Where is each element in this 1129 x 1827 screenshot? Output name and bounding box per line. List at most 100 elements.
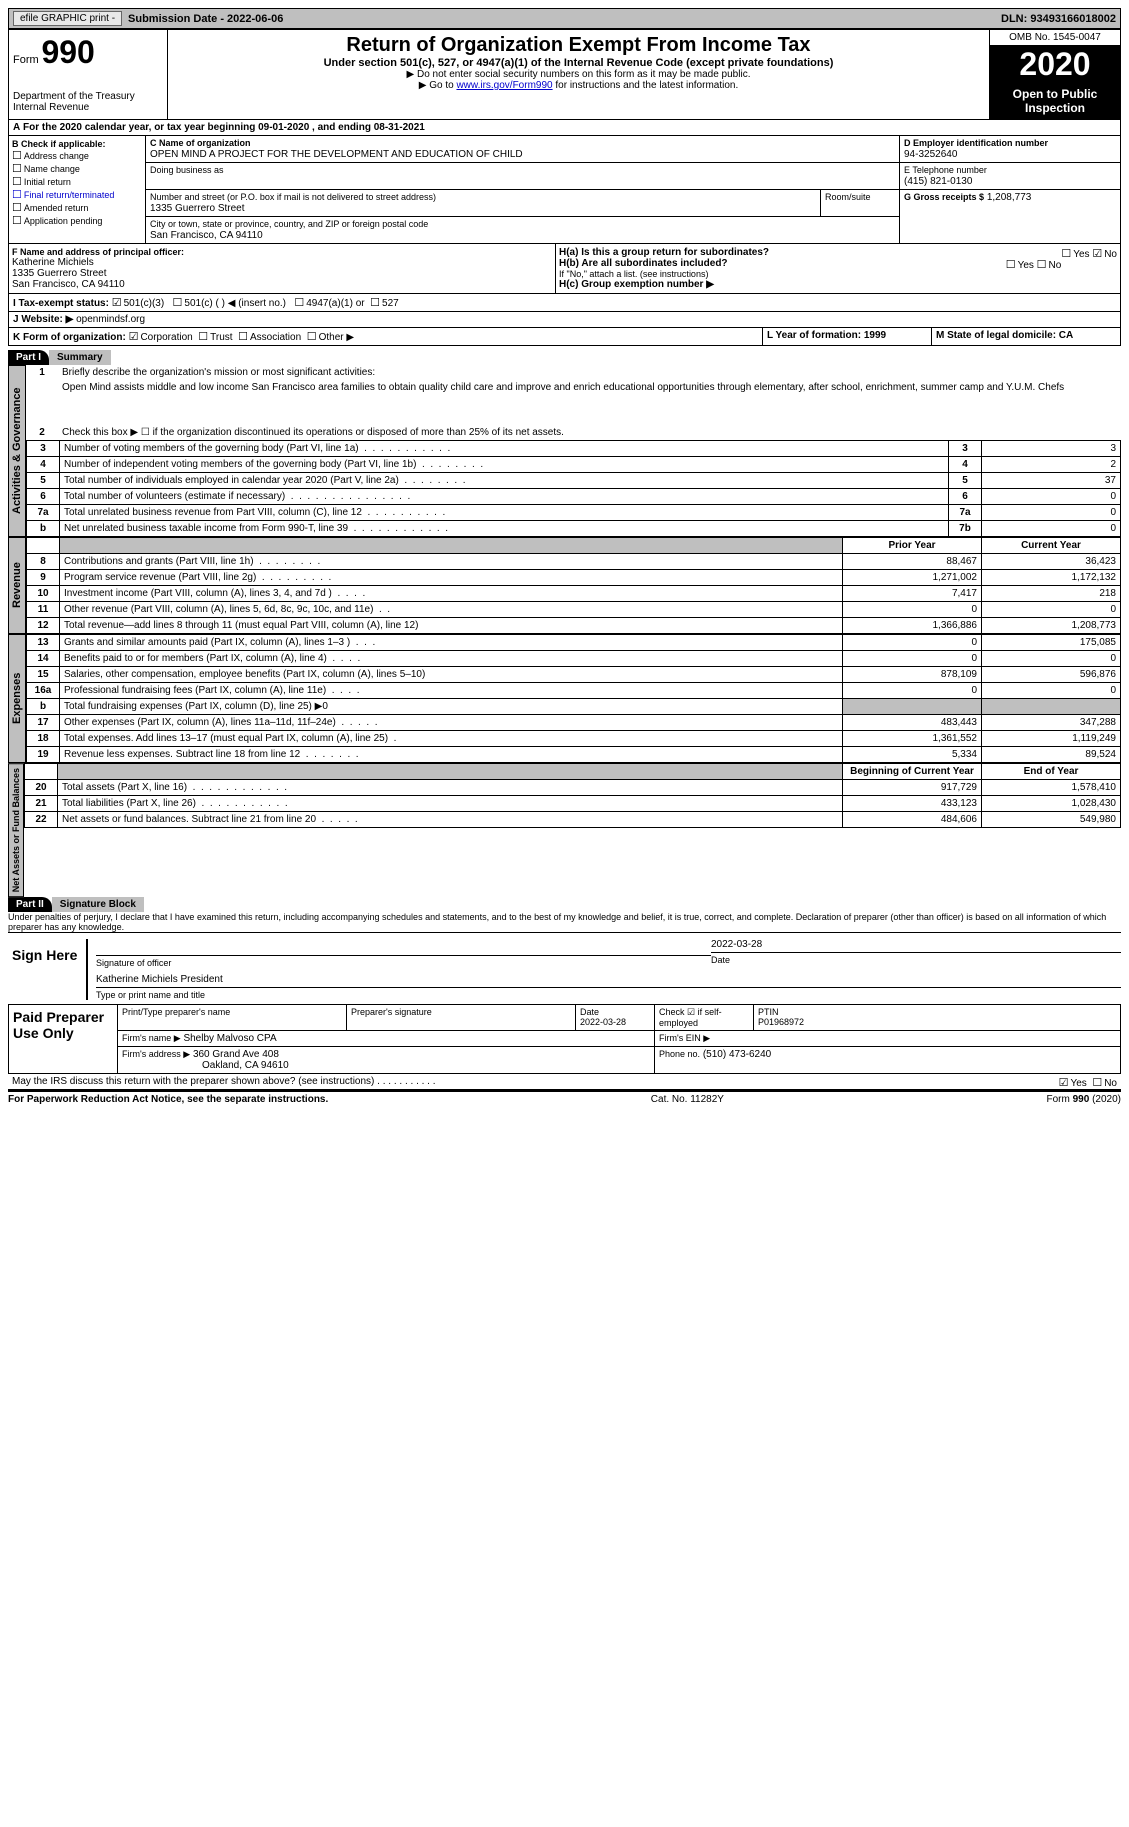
box-k-label: K Form of organization: [13, 332, 126, 343]
ha-yes[interactable]: Yes [1061, 249, 1089, 260]
note-ssn: ▶ Do not enter social security numbers o… [172, 69, 985, 80]
ptin-label: PTIN [758, 1007, 779, 1017]
officer-addr1: 1335 Guerrero Street [12, 268, 552, 279]
prep-sig-label: Preparer's signature [347, 1005, 576, 1031]
tax-period: A For the 2020 calendar year, or tax yea… [8, 120, 1121, 136]
efile-print-button[interactable]: efile GRAPHIC print - [13, 11, 122, 26]
addr-label: Number and street (or P.O. box if mail i… [150, 192, 436, 202]
box-b-title: B Check if applicable: [12, 139, 142, 149]
officer-print-name: Katherine Michiels President [96, 974, 223, 985]
hdr-beginning: Beginning of Current Year [843, 764, 982, 780]
firm-name: Shelby Malvoso CPA [183, 1033, 276, 1044]
chk-501c3[interactable]: 501(c)(3) [112, 298, 164, 309]
telephone: (415) 821-0130 [904, 176, 972, 187]
sig-date: 2022-03-28 [711, 939, 1121, 950]
sign-here-block: Sign Here Signature of officer 2022-03-2… [8, 939, 1121, 1000]
ein: 94-3252640 [904, 149, 957, 160]
sig-officer-label: Signature of officer [96, 958, 711, 968]
chk-527[interactable]: 527 [370, 298, 399, 309]
discuss-yes[interactable]: Yes [1059, 1078, 1087, 1089]
irs-link[interactable]: www.irs.gov/Form990 [456, 80, 552, 91]
officer-addr2: San Francisco, CA 94110 [12, 279, 552, 290]
revenue-table: Prior YearCurrent Year 8Contributions an… [26, 537, 1121, 634]
discuss-no[interactable]: No [1092, 1078, 1117, 1089]
form-number: 990 [41, 34, 94, 70]
chk-trust[interactable]: Trust [198, 332, 232, 343]
part-i-title: Summary [49, 350, 111, 365]
footer-left: For Paperwork Reduction Act Notice, see … [8, 1094, 328, 1105]
top-bar: efile GRAPHIC print - Submission Date - … [8, 8, 1121, 29]
box-g-label: G Gross receipts $ [904, 192, 984, 202]
print-name-label: Type or print name and title [96, 990, 1121, 1000]
chk-4947[interactable]: 4947(a)(1) or [294, 298, 364, 309]
org-name: OPEN MIND A PROJECT FOR THE DEVELOPMENT … [150, 149, 523, 160]
chk-final-return[interactable]: Final return/terminated [12, 188, 142, 201]
paid-preparer-label: Paid Preparer Use Only [9, 1005, 118, 1074]
goto-pre: ▶ Go to [419, 80, 457, 91]
open-to-public: Open to Public Inspection [990, 83, 1120, 119]
perjury-declaration: Under penalties of perjury, I declare th… [8, 912, 1121, 933]
expenses-table: 13Grants and similar amounts paid (Part … [26, 634, 1121, 763]
part-ii-title: Signature Block [52, 897, 144, 912]
hc-label: H(c) Group exemption number ▶ [559, 279, 1117, 290]
firm-addr-label: Firm's address ▶ [122, 1049, 190, 1059]
org-city: San Francisco, CA 94110 [150, 230, 263, 241]
chk-assoc[interactable]: Association [238, 332, 301, 343]
dln: DLN: 93493166018002 [1001, 13, 1116, 25]
mission-block: 1Briefly describe the organization's mis… [26, 365, 1121, 440]
goto-post: for instructions and the latest informat… [553, 80, 739, 91]
phone-label: Phone no. [659, 1049, 700, 1059]
sign-here-label: Sign Here [8, 939, 86, 1000]
part-i-label: Part I [8, 350, 49, 365]
hb-yes[interactable]: Yes [1006, 260, 1034, 271]
website[interactable]: openmindsf.org [73, 314, 145, 325]
chk-other[interactable]: Other ▶ [307, 332, 354, 343]
hb-no[interactable]: No [1037, 260, 1062, 271]
section-expenses: Expenses [8, 634, 26, 763]
entity-block: B Check if applicable: Address change Na… [8, 136, 1121, 244]
section-revenue: Revenue [8, 537, 26, 634]
chk-address-change[interactable]: Address change [12, 149, 142, 162]
chk-name-change[interactable]: Name change [12, 162, 142, 175]
chk-initial-return[interactable]: Initial return [12, 175, 142, 188]
mission-text: Open Mind assists middle and low income … [58, 380, 1121, 395]
box-f-label: F Name and address of principal officer: [12, 247, 552, 257]
org-address: 1335 Guerrero Street [150, 203, 245, 214]
dept-treasury: Department of the Treasury Internal Reve… [13, 91, 163, 113]
prep-date: 2022-03-28 [580, 1017, 626, 1027]
section-governance: Activities & Governance [8, 365, 26, 537]
chk-amended[interactable]: Amended return [12, 201, 142, 214]
q1-label: Briefly describe the organization's miss… [58, 365, 1121, 380]
officer-block: F Name and address of principal officer:… [8, 244, 1121, 294]
officer-name: Katherine Michiels [12, 257, 552, 268]
submission-date: Submission Date - 2022-06-06 [128, 13, 283, 25]
box-j-label: J Website: ▶ [13, 314, 73, 325]
omb-number: OMB No. 1545-0047 [990, 30, 1120, 46]
ha-label: H(a) Is this a group return for subordin… [559, 247, 769, 258]
discuss-label: May the IRS discuss this return with the… [12, 1076, 374, 1087]
firm-phone: (510) 473-6240 [703, 1049, 771, 1060]
page-footer: For Paperwork Reduction Act Notice, see … [8, 1090, 1121, 1105]
chk-corp[interactable]: Corporation [129, 332, 193, 343]
hdr-end: End of Year [982, 764, 1121, 780]
ha-no[interactable]: No [1092, 249, 1117, 260]
hdr-prior-year: Prior Year [843, 538, 982, 554]
footer-right: Form 990 (2020) [1047, 1094, 1121, 1105]
room-suite-label: Room/suite [821, 190, 900, 217]
box-c-label: C Name of organization [150, 138, 251, 148]
section-net-assets: Net Assets or Fund Balances [8, 763, 24, 897]
paid-preparer-block: Paid Preparer Use Only Print/Type prepar… [8, 1004, 1121, 1074]
ptin: P01968972 [758, 1017, 804, 1027]
box-i-label: I Tax-exempt status: [13, 298, 109, 309]
year-formation: L Year of formation: 1999 [763, 328, 932, 346]
state-domicile: M State of legal domicile: CA [932, 328, 1121, 346]
return-title: Return of Organization Exempt From Incom… [172, 34, 985, 57]
footer-mid: Cat. No. 11282Y [651, 1094, 724, 1105]
prep-date-label: Date [580, 1007, 599, 1017]
chk-app-pending[interactable]: Application pending [12, 214, 142, 227]
firm-addr: 360 Grand Ave 408 [193, 1049, 279, 1060]
q2-label: Check this box ▶ ☐ if the organization d… [58, 425, 1121, 440]
chk-501c[interactable]: 501(c) ( ) ◀ (insert no.) [173, 298, 286, 309]
firm-ein-label: Firm's EIN ▶ [655, 1031, 1121, 1047]
governance-table: 3Number of voting members of the governi… [26, 440, 1121, 537]
